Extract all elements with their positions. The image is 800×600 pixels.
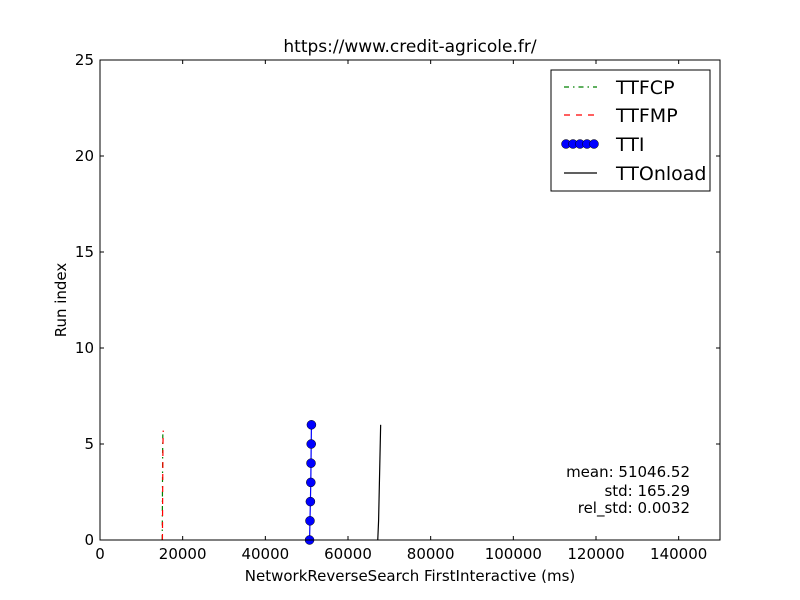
legend-marker-tti — [589, 139, 599, 149]
stat-mean: mean: 51046.52 — [566, 463, 690, 481]
legend-label-ttonload: TTOnload — [615, 163, 706, 185]
data-point-tti — [305, 496, 316, 507]
chart-title: https://www.credit-agricole.fr/ — [283, 37, 536, 57]
y-tick-label: 25 — [75, 51, 94, 69]
stat-std: std: 165.29 — [604, 482, 690, 500]
data-point-tti — [306, 439, 316, 449]
x-tick-label: 20000 — [159, 545, 207, 563]
x-axis-label: NetworkReverseSearch FirstInteractive (m… — [245, 567, 576, 585]
x-tick-label: 40000 — [241, 545, 289, 563]
x-tick-label: 60000 — [324, 545, 372, 563]
series-line-ttonload — [377, 424, 382, 541]
data-point-tti — [305, 516, 315, 526]
series-line-ttfmp — [161, 430, 164, 541]
stats-annotation: mean: 51046.52 std: 165.29 rel_std: 0.00… — [566, 463, 690, 518]
y-tick-label: 15 — [75, 243, 94, 261]
y-tick-label: 10 — [75, 339, 94, 357]
y-axis-label: Run index — [52, 263, 70, 338]
stat-rel-std: rel_std: 0.0032 — [578, 499, 690, 518]
y-tick-label: 5 — [84, 435, 94, 453]
legend-label-tti: TTI — [615, 134, 644, 156]
x-tick-label: 0 — [95, 545, 105, 563]
x-axis: 0 20000 40000 60000 80000 100000 120000 140000 — [95, 60, 707, 563]
plot-frame — [99, 59, 721, 541]
legend: TTFCP TTFMP TTI TTOnload — [550, 69, 711, 192]
x-tick-label: 120000 — [567, 545, 624, 563]
legend-label-ttfmp: TTFMP — [615, 105, 678, 127]
x-tick-label: 80000 — [407, 545, 455, 563]
legend-label-ttfcp: TTFCP — [615, 77, 675, 99]
x-tick-label: 140000 — [650, 545, 707, 563]
x-tick-label: 100000 — [485, 545, 542, 563]
y-tick-label: 20 — [75, 147, 94, 165]
y-tick-label: 0 — [84, 531, 94, 549]
data-point-tti — [306, 420, 317, 430]
series-line-ttfcp — [161, 434, 164, 541]
legend-frame — [550, 69, 711, 192]
y-axis: 0 5 10 15 20 25 — [75, 51, 720, 549]
data-point-tti — [306, 477, 316, 488]
data-point-tti — [306, 458, 316, 468]
